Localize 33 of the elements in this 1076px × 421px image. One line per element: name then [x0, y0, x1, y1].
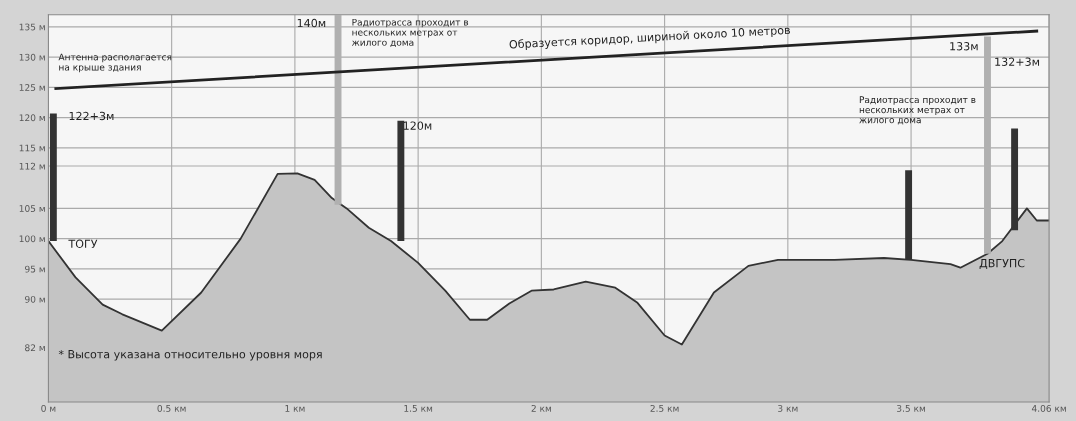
annotation: 133м	[950, 42, 978, 51]
y-tick-label: 95 м	[25, 265, 45, 273]
annotation: Радиотрасса проходит в нескольких метрах от жилого дома	[351, 18, 469, 47]
y-tick-label: 130 м	[19, 53, 45, 61]
x-tick-label: 0 м	[41, 404, 56, 412]
y-tick-label: 112 м	[19, 162, 45, 170]
annotation: 120м	[403, 121, 432, 130]
annotation: Антенна располагается на крыше здания	[58, 53, 172, 73]
x-tick-label: 1 км	[285, 405, 305, 412]
y-tick-label: 125 м	[19, 84, 45, 91]
x-tick-label: 2 км	[531, 404, 551, 412]
y-tick-label: 90 м	[25, 295, 45, 303]
y-tick-label: 82 м	[25, 344, 45, 352]
annotation: 132+3м	[995, 57, 1040, 66]
y-tick-label: 105 м	[19, 205, 45, 212]
annotation: ТОГУ	[68, 239, 98, 248]
y-tick-label: 120 м	[19, 114, 45, 122]
annotation: * Высота указана относительно уровня моря	[58, 349, 322, 361]
y-tick-label: 115 м	[19, 144, 45, 152]
x-tick-label: 1.5 км	[404, 405, 433, 412]
x-tick-label: 4.06 км	[1031, 404, 1066, 412]
annotation: Образуется коридор, шириной около 10 метров	[509, 25, 791, 51]
x-tick-label: 3.5 км	[897, 404, 925, 412]
annotation: 140м	[297, 18, 326, 28]
y-tick-label: 135 м	[19, 23, 45, 31]
annotation: ДВГУПС	[979, 258, 1025, 269]
annotation: Радиотрасса проходит в нескольких метрах от жилого дома	[859, 96, 976, 125]
x-tick-label: 3 км	[778, 404, 798, 412]
bar	[397, 120, 405, 242]
annotation: 122+3м	[69, 111, 114, 121]
x-tick-label: 2.5 км	[650, 404, 679, 412]
y-tick-label: 100 м	[19, 235, 45, 243]
x-tick-label: 0.5 км	[157, 404, 186, 412]
